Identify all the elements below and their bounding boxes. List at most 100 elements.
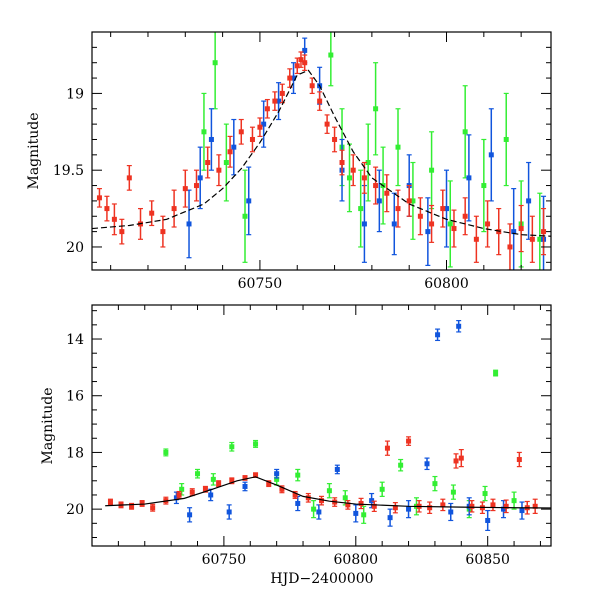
data-point-red [451, 226, 457, 232]
x-tick-label: 60750 [202, 552, 247, 568]
data-point-green [398, 462, 404, 468]
data-point-green [358, 206, 364, 212]
data-point-blue [519, 508, 525, 514]
data-point-red [458, 455, 464, 461]
x-tick-label: 60750 [238, 276, 283, 292]
data-point-red [216, 481, 222, 487]
panel-bottom-ticks: 60750 60800 60850 14 16 18 20 [66, 305, 551, 568]
data-point-blue [501, 506, 507, 512]
data-point-red [292, 492, 298, 498]
data-point-red [350, 167, 356, 173]
data-point-blue [246, 198, 252, 204]
data-point-red [406, 198, 412, 204]
data-point-blue [466, 175, 472, 181]
data-point-blue [291, 75, 297, 81]
data-point-red [279, 90, 285, 96]
data-point-blue [466, 503, 472, 509]
data-point-red [427, 505, 433, 511]
data-point-blue [186, 221, 192, 227]
data-point-blue [369, 498, 375, 504]
panel-bottom-frame [91, 304, 552, 547]
data-point-green [511, 498, 517, 504]
y-tick-label: 20 [66, 502, 84, 518]
data-point-blue [391, 221, 397, 227]
data-point-red [496, 229, 502, 235]
data-point-blue [511, 229, 517, 235]
x-tick-label: 60800 [424, 276, 469, 292]
data-point-red [202, 486, 208, 492]
data-point-blue [197, 175, 203, 181]
data-point-blue [353, 510, 359, 516]
data-point-red [384, 445, 390, 451]
data-point-green [432, 481, 438, 487]
y-tick-label: 20 [66, 240, 84, 256]
data-point-red [139, 500, 145, 506]
data-point-red [503, 503, 509, 509]
data-point-green [447, 221, 453, 227]
data-point-green [342, 495, 348, 501]
data-point-red [532, 503, 538, 509]
data-point-green [223, 160, 229, 166]
data-point-blue [226, 509, 232, 515]
data-point-red [150, 505, 156, 511]
data-point-green [242, 213, 248, 219]
data-point-red [406, 438, 412, 444]
panel-bottom-marks [105, 319, 551, 532]
data-point-green [326, 488, 332, 494]
data-point-green [365, 160, 371, 166]
data-point-blue [173, 495, 179, 501]
panel-bottom: 60750 60800 60850 14 16 18 20 Magnitude HJD−24… [40, 304, 552, 587]
data-point-red [160, 229, 166, 235]
data-point-green [253, 441, 259, 447]
data-point-red [507, 244, 513, 250]
y-tick-label: 19 [66, 86, 84, 102]
data-point-red [440, 206, 446, 212]
data-point-green [328, 52, 334, 58]
data-point-red [358, 500, 364, 506]
x-tick-label: 60800 [334, 552, 379, 568]
data-point-red [371, 503, 377, 509]
data-point-red [238, 129, 244, 135]
panel-bottom-ylabel: Magnitude [40, 387, 56, 464]
data-point-red [266, 481, 272, 487]
data-point-green [481, 183, 487, 189]
y-tick-label: 16 [66, 389, 84, 405]
data-point-red [473, 236, 479, 242]
data-point-red [516, 457, 522, 463]
data-point-blue [485, 517, 491, 523]
data-point-red [345, 502, 351, 508]
panel-top-ylabel: Magnitude [26, 112, 42, 189]
data-point-red [279, 486, 285, 492]
data-point-green [295, 472, 301, 478]
data-point-red [469, 503, 475, 509]
panel-bottom-xlabel: HJD−2400000 [270, 571, 373, 587]
data-point-red [485, 221, 491, 227]
y-tick-label: 19.5 [53, 163, 84, 179]
data-point-red [229, 478, 235, 484]
data-point-red [129, 503, 135, 509]
data-point-green [201, 129, 207, 135]
y-tick-label: 18 [66, 445, 84, 461]
data-point-green [503, 136, 509, 142]
data-point-red [332, 136, 338, 142]
data-point-blue [425, 229, 431, 235]
fit-curve [92, 69, 551, 237]
data-point-blue [334, 466, 340, 472]
data-point-red [395, 206, 401, 212]
x-tick-label: 60850 [465, 552, 510, 568]
data-point-blue [231, 144, 237, 150]
data-point-red [171, 206, 177, 212]
data-point-blue [424, 461, 430, 467]
data-point-green [379, 486, 385, 492]
data-point-red [302, 60, 308, 66]
data-point-blue [406, 506, 412, 512]
data-point-blue [435, 332, 441, 338]
y-tick-label: 14 [66, 332, 84, 348]
data-point-green [361, 512, 367, 518]
data-point-red [176, 492, 182, 498]
data-point-red [111, 216, 117, 222]
data-point-red [309, 83, 315, 89]
data-point-red [107, 499, 113, 505]
data-point-red [339, 160, 345, 166]
